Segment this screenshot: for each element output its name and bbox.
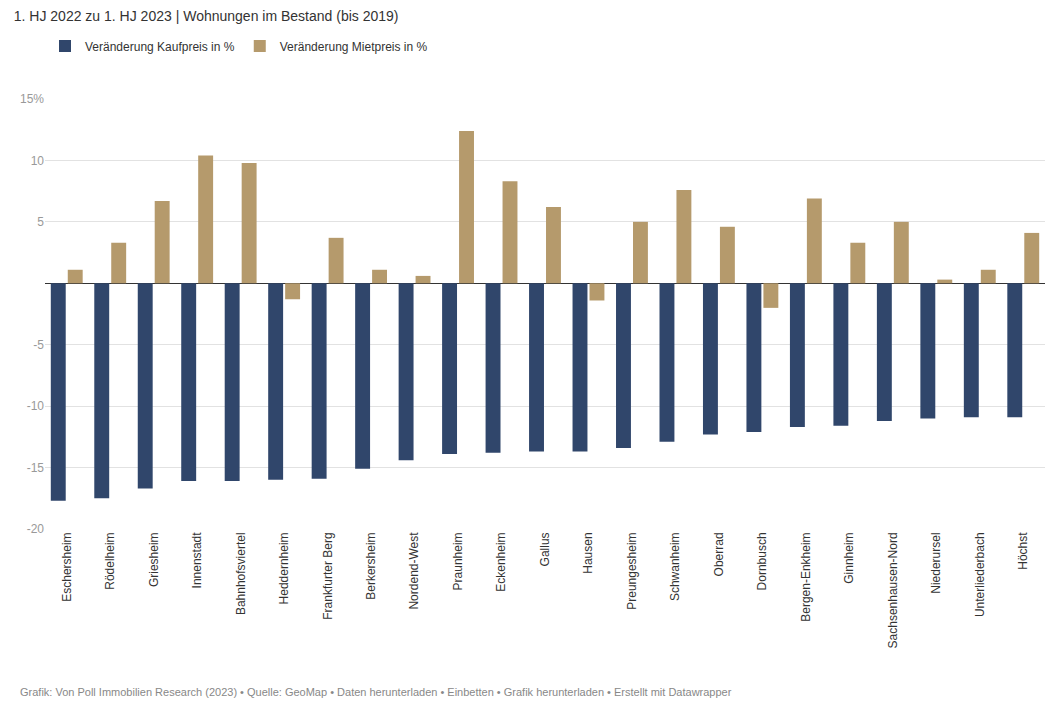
svg-text:Innenstadt: Innenstadt [190,532,204,589]
svg-text:-5: -5 [33,338,44,352]
svg-text:Eschersheim: Eschersheim [60,532,74,601]
svg-text:Eckenheim: Eckenheim [494,532,508,591]
svg-text:Praunheim: Praunheim [451,532,465,590]
svg-text:Sachsenhausen-Nord: Sachsenhausen-Nord [886,532,900,648]
svg-text:Frankfurter Berg: Frankfurter Berg [321,532,335,619]
svg-text:Rödelheim: Rödelheim [103,532,117,589]
svg-text:Hausen: Hausen [581,532,595,573]
svg-text:Grafik: Von Poll Immobilien Re: Grafik: Von Poll Immobilien Research (20… [20,686,732,698]
svg-text:Veränderung Mietpreis in %: Veränderung Mietpreis in % [280,40,428,54]
svg-text:Preungesheim: Preungesheim [625,532,639,609]
svg-text:-10: -10 [27,399,45,413]
svg-text:-15: -15 [27,461,45,475]
svg-text:10: 10 [31,154,45,168]
svg-text:Gallus: Gallus [538,532,552,566]
svg-text:1. HJ 2022 zu 1. HJ 2023 | Woh: 1. HJ 2022 zu 1. HJ 2023 | Wohnungen im … [14,8,399,24]
svg-text:-20: -20 [27,522,45,536]
svg-text:Schwanheim: Schwanheim [668,532,682,601]
svg-text:Bahnhofsviertel: Bahnhofsviertel [234,532,248,615]
svg-text:Heddernheim: Heddernheim [277,532,291,604]
svg-text:15%: 15% [20,92,44,106]
svg-text:Niederursel: Niederursel [929,532,943,593]
svg-text:Berkersheim: Berkersheim [364,532,378,599]
svg-text:5: 5 [37,215,44,229]
svg-text:Ginnheim: Ginnheim [842,532,856,583]
svg-text:Oberrad: Oberrad [712,532,726,576]
svg-text:Griesheim: Griesheim [147,532,161,587]
svg-text:Veränderung Kaufpreis in %: Veränderung Kaufpreis in % [85,40,235,54]
svg-text:Nordend-West: Nordend-West [407,532,421,610]
svg-text:Höchst: Höchst [1016,532,1030,570]
svg-text:Unterliederbach: Unterliederbach [973,532,987,617]
svg-text:Dornbusch: Dornbusch [755,532,769,590]
svg-text:Bergen-Enkheim: Bergen-Enkheim [799,532,813,621]
